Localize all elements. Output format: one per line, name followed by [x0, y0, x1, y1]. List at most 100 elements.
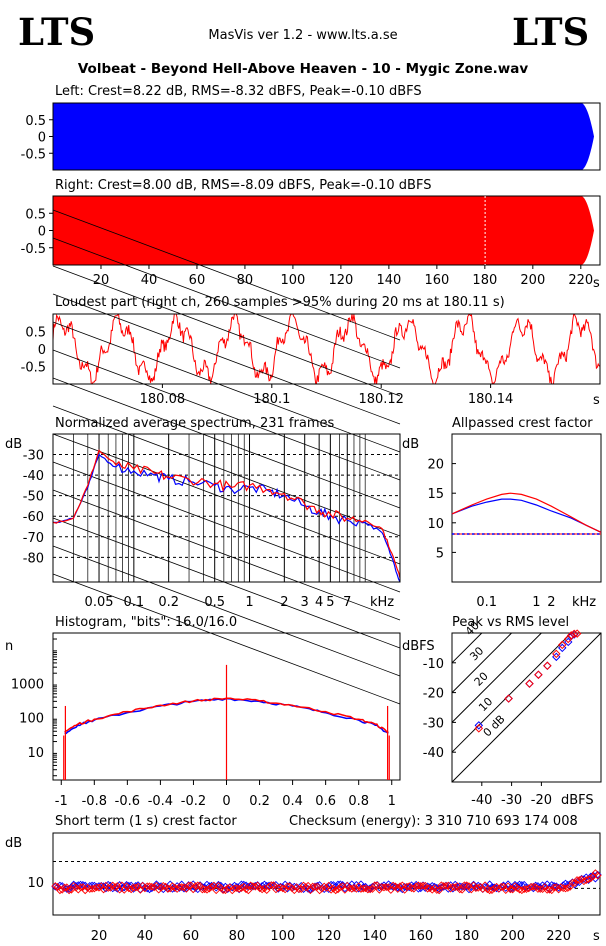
loudest-xtick-label: 180.12	[358, 392, 404, 407]
allpass-ytick-label: 15	[427, 487, 444, 502]
histogram-xtick-label: -0.8	[82, 794, 107, 809]
crest-point-1	[419, 881, 427, 890]
crest-point-1	[189, 885, 198, 894]
crest-point-1	[85, 885, 94, 893]
crest-point-1	[363, 885, 372, 894]
right-xtick-label: 120	[328, 273, 353, 288]
crest-point-1	[506, 885, 515, 894]
peak-rms-point-0	[525, 679, 534, 688]
crest-point-1	[435, 886, 444, 895]
loudest-waveform	[53, 314, 600, 384]
crest-point-1	[540, 883, 549, 891]
spectrum-slope-line	[52, 433, 401, 565]
crest-point-1	[329, 884, 338, 893]
spectrum-title: Normalized average spectrum, 231 frames	[55, 416, 334, 431]
file-title: Volbeat - Beyond Hell-Above Heaven - 10 …	[78, 61, 529, 77]
allpass-xtick-label: 0.1	[476, 595, 497, 610]
histogram-ytick-label: 1000	[11, 677, 44, 692]
peak-rms-ytick-label: -20	[423, 687, 444, 702]
spectrum-xtick-label: 2	[280, 595, 288, 610]
spectrum-xtick-label: 4	[315, 595, 323, 610]
loudest-xtick-label: 180.14	[468, 392, 514, 407]
allpass-frame	[451, 433, 602, 583]
spectrum-slope-line	[52, 265, 401, 397]
crest-point-1	[593, 871, 602, 880]
allpass-series-1	[451, 492, 602, 533]
spectrum-xtick-label: 5	[326, 595, 334, 610]
right-ytick-label: 0.5	[25, 207, 46, 222]
crest-point-1	[69, 881, 78, 890]
spectrum-slope-line	[52, 573, 401, 705]
peak-rms-xtick-label: -40	[471, 793, 492, 808]
peak-rms-point-0	[534, 670, 543, 679]
crest-xtick-label: 140	[362, 929, 387, 944]
spectrum-xtick-label: 0.5	[204, 595, 225, 610]
crest-xtick-label: 200	[500, 929, 525, 944]
crest-point-1	[154, 885, 163, 894]
crest-point-1	[267, 881, 276, 890]
peak-rms-diagonal-label: 0 dB	[481, 713, 508, 740]
crest-xtick-label: 40	[137, 929, 154, 944]
loudest-clip-group	[53, 314, 600, 384]
spectrum-xtick-label: 0.2	[158, 595, 179, 610]
spectrum-slope-line	[52, 293, 401, 425]
crest-point-1	[78, 883, 87, 891]
crest-point-1	[281, 885, 290, 894]
crest-xunit: s	[593, 929, 600, 944]
spectrum-slope-line	[52, 237, 401, 369]
crest-xtick-label: 80	[229, 929, 246, 944]
crest-ylabel: dB	[5, 836, 22, 851]
crest-point-1	[299, 881, 308, 890]
peak-rms-diagonal	[451, 632, 572, 753]
crest-point-1	[285, 882, 294, 891]
crest-ytick-label: 10	[27, 876, 44, 891]
right-ytick-label: 0	[38, 225, 46, 240]
spectrum-xtick-label: 0.05	[85, 595, 114, 610]
spectrum-xtick-label: 1	[245, 595, 253, 610]
spectrum-ytick-label: -40	[23, 469, 44, 484]
peak-rms-point-1	[572, 629, 582, 638]
crest-frame	[52, 832, 601, 916]
crest-point-1	[439, 882, 448, 890]
peak-rms-diagonal	[451, 632, 542, 723]
crest-point-1	[205, 884, 214, 893]
histogram-xtick-label: 0.4	[282, 794, 303, 809]
histogram-ytick-label: 100	[19, 712, 44, 727]
peak-rms-xunit: dBFS	[561, 793, 594, 808]
crest-point-1	[129, 883, 138, 892]
right-xtick-label: 20	[93, 273, 110, 288]
crest-point-1	[511, 882, 519, 891]
histogram-xtick-label: -0.6	[115, 794, 140, 809]
crest-point-1	[543, 886, 552, 894]
spectrum-ytick-label: -70	[23, 531, 44, 546]
peak-rms-diagonal	[451, 632, 483, 664]
crest-xtick-label: 100	[270, 929, 295, 944]
crest-point-1	[230, 884, 239, 893]
right-xtick-label: 140	[376, 273, 401, 288]
spectrum-frame	[52, 433, 401, 583]
crest-term-title: Short term (1 s) crest factor	[55, 814, 237, 829]
spectrum-ylabel: dB	[5, 437, 22, 452]
crest-point-1	[315, 886, 324, 895]
crest-point-1	[559, 884, 568, 893]
peak-rms-ytick-label: -10	[423, 657, 444, 672]
loudest-ytick-label: 0	[38, 343, 46, 358]
spectrum-series-0	[53, 453, 401, 583]
crest-point-1	[586, 874, 595, 883]
allpass-xunit: kHz	[572, 595, 596, 610]
crest-point-1	[391, 882, 400, 891]
crest-point-1	[182, 884, 191, 893]
spectrum-ytick-label: -80	[23, 551, 44, 566]
peak-rms-point-1	[558, 640, 567, 650]
crest-point-1	[138, 881, 147, 890]
spectrum-xtick-label: 3	[301, 595, 309, 610]
allpass-xtick-label: 2	[547, 595, 555, 610]
spectrum-slope-line	[52, 461, 401, 593]
allpass-title: Allpassed crest factor	[452, 416, 593, 431]
right-ytick-label: -0.5	[21, 242, 46, 257]
logo-right: LTS	[512, 10, 589, 54]
crest-xtick-label: 20	[91, 929, 108, 944]
crest-point-0	[481, 883, 489, 891]
crest-point-1	[184, 881, 193, 890]
allpass-xtick-label: 1	[532, 595, 540, 610]
